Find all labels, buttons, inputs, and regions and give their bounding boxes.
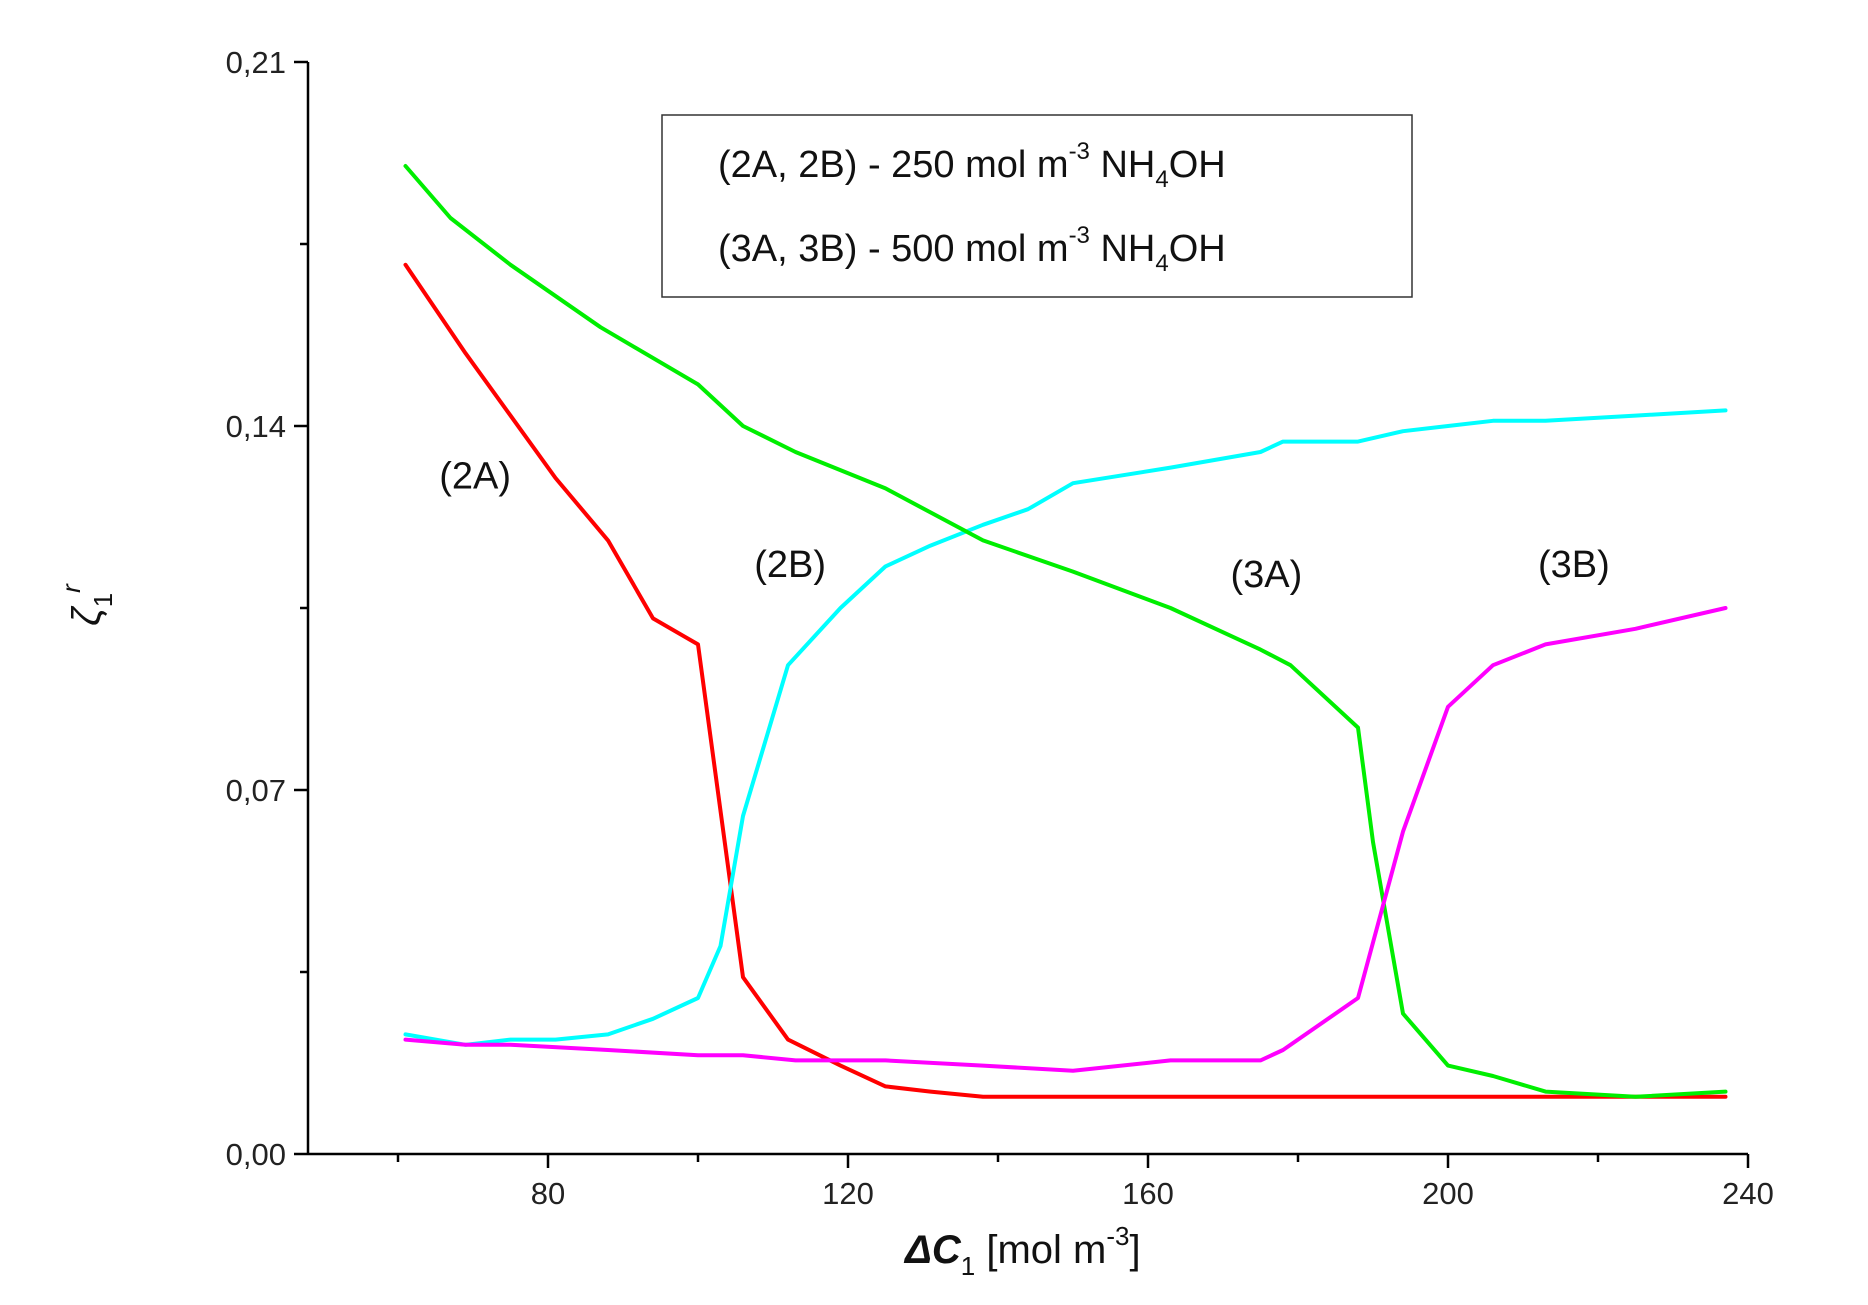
- curve-label-2b: (2B): [754, 544, 826, 586]
- curve-labels: (2A) (2B) (3A) (3B): [439, 455, 1610, 596]
- curve-label-2a: (2A): [439, 455, 511, 497]
- x-tick-label: 240: [1722, 1176, 1774, 1211]
- curve-label-3a: (3A): [1231, 554, 1303, 596]
- legend-entry-1-mid: NH: [1090, 144, 1155, 186]
- series-line-3b: [403, 606, 1728, 1073]
- series-line-2b: [403, 408, 1728, 1047]
- legend-box: [661, 114, 1413, 298]
- series-line-3a: [403, 164, 1728, 1099]
- legend-entry-1-sup: -3: [1069, 138, 1090, 165]
- x-tick-label: 200: [1422, 1176, 1474, 1211]
- legend-entry-2-suffix: OH: [1169, 228, 1226, 270]
- legend-entry-2-prefix: (3A, 3B) - 500 mol m: [718, 228, 1069, 270]
- y-tick-label: 0,00: [226, 1137, 286, 1172]
- x-axis-symbol: ΔC: [903, 1228, 962, 1272]
- series-lines: [403, 164, 1728, 1099]
- y-axis-title: ζ1r: [56, 583, 118, 626]
- x-axis-ticks: 80 120 160 200 240: [396, 1154, 1774, 1211]
- legend-entry-1: (2A, 2B) - 250 mol m-3 NH4OH: [718, 138, 1226, 193]
- x-axis-title: ΔC1 [mol m-3]: [903, 1221, 1141, 1281]
- y-tick-label: 0,14: [226, 409, 286, 444]
- x-axis-unit-end: ]: [1129, 1228, 1140, 1272]
- y-axis-symbol: ζ: [65, 605, 109, 626]
- x-axis-unit-sup: -3: [1106, 1221, 1129, 1251]
- legend-entry-2-sup: -3: [1069, 222, 1090, 249]
- legend-entry-1-prefix: (2A, 2B) - 250 mol m: [718, 144, 1069, 186]
- x-axis-symbol-sub: 1: [961, 1251, 975, 1281]
- legend-entry-2-sub: 4: [1155, 250, 1168, 277]
- legend-entry-2: (3A, 3B) - 500 mol m-3 NH4OH: [718, 222, 1226, 277]
- y-tick-label: 0,07: [226, 773, 286, 808]
- legend-entry-1-suffix: OH: [1169, 144, 1226, 186]
- y-axis-symbol-sup: r: [56, 583, 86, 593]
- x-tick-label: 160: [1122, 1176, 1174, 1211]
- x-tick-label: 80: [531, 1176, 565, 1211]
- series-line-2a: [403, 262, 1728, 1099]
- x-axis-unit: [mol m: [975, 1228, 1106, 1272]
- legend: (2A, 2B) - 250 mol m-3 NH4OH (3A, 3B) - …: [661, 114, 1413, 298]
- legend-entry-1-sub: 4: [1155, 166, 1168, 193]
- y-axis-ticks: 0,00 0,07 0,14 0,21: [226, 45, 308, 1172]
- curve-label-3b: (3B): [1538, 544, 1610, 586]
- y-axis-symbol-sub: 1: [88, 593, 118, 607]
- x-tick-label: 120: [822, 1176, 874, 1211]
- y-tick-label: 0,21: [226, 45, 286, 80]
- legend-entry-2-mid: NH: [1090, 228, 1155, 270]
